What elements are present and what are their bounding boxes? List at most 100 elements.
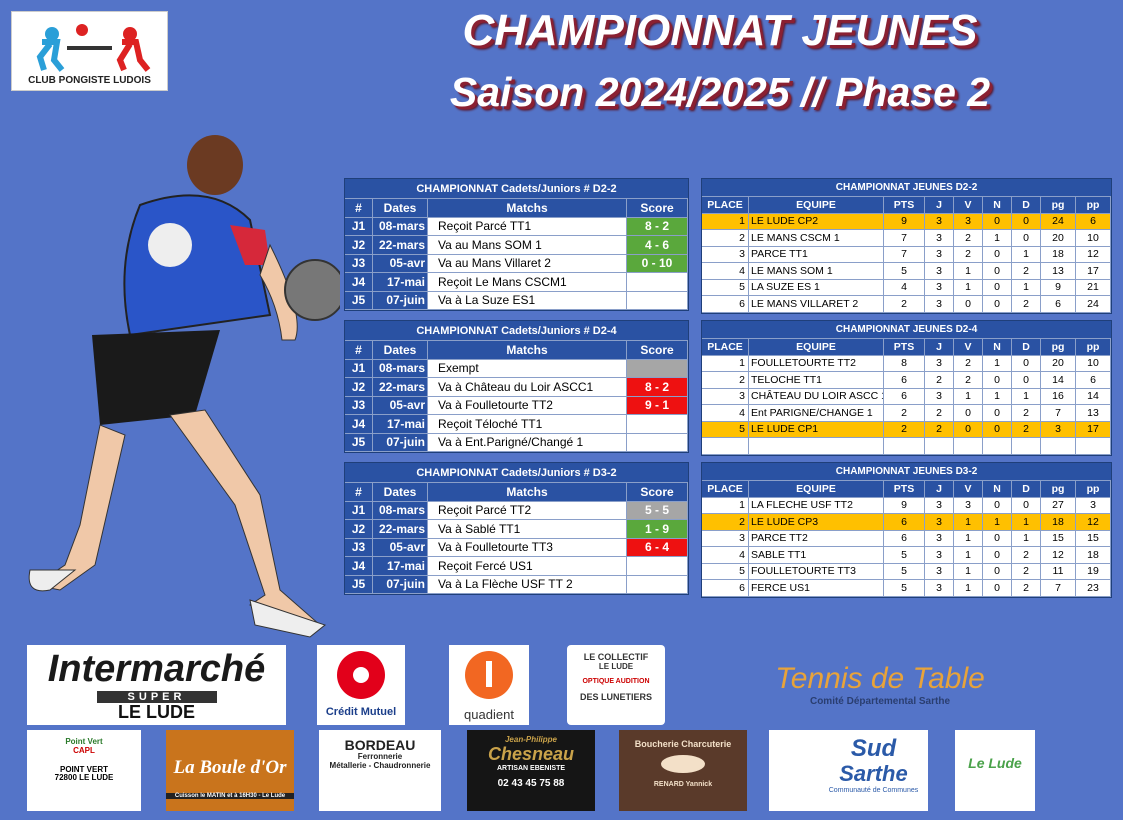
- sponsor-chesneau: Jean-Philippe Chesneau ARTISAN EBENISTE …: [467, 730, 595, 811]
- stat-cell: 1: [954, 547, 983, 564]
- stat-cell: 5: [702, 279, 749, 296]
- standing-row: 2 LE LUDE CP3 6 3 1 1 1 18 12: [702, 514, 1111, 531]
- stat-cell: 1: [702, 355, 749, 372]
- team-cell: LE MANS VILLARET 2: [749, 296, 884, 313]
- stat-cell: 6: [1041, 296, 1076, 313]
- stat-cell: 4: [884, 279, 925, 296]
- sponsor-text: BORDEAU: [344, 737, 416, 753]
- sponsor-text: POINT VERT: [59, 764, 108, 774]
- score-cell: [627, 433, 688, 452]
- match-row: J1 08-mars Reçoit Parcé TT1 8 - 2: [345, 217, 688, 236]
- stat-cell: 14: [1041, 372, 1076, 389]
- table-title: CHAMPIONNAT Cadets/Juniors # D3-2: [345, 463, 688, 483]
- score-cell: [627, 415, 688, 434]
- sponsor-text: Boucherie Charcuterie: [634, 739, 732, 749]
- score-cell: [627, 291, 688, 310]
- stat-cell: 16: [1041, 388, 1076, 405]
- stat-cell: 18: [1041, 514, 1076, 531]
- sponsor-le-lude: Le Lude: [955, 730, 1035, 811]
- column-header: Matchs: [428, 341, 627, 360]
- standing-row: 3 CHÂTEAU DU LOIR ASCC 1 6 3 1 1 1 16 14: [702, 388, 1111, 405]
- match-cell: Va au Mans Villaret 2: [428, 254, 627, 273]
- table-title: CHAMPIONNAT JEUNES D2-4: [702, 321, 1111, 339]
- day-cell: J3: [345, 396, 373, 415]
- empty-cell: [1012, 438, 1041, 455]
- stat-cell: 2: [884, 296, 925, 313]
- stat-cell: 0: [983, 263, 1012, 280]
- match-row: J2 22-mars Va à Château du Loir ASCC1 8 - 2: [345, 378, 688, 397]
- match-row: J3 05-avr Va à Foulletourte TT2 9 - 1: [345, 396, 688, 415]
- stat-cell: 0: [983, 296, 1012, 313]
- stat-cell: 0: [1012, 355, 1041, 372]
- logo-art: [36, 24, 151, 72]
- stat-cell: 0: [954, 405, 983, 422]
- team-cell: LA SUZE ES 1: [749, 279, 884, 296]
- stat-cell: 3: [925, 580, 954, 597]
- stat-cell: 18: [1041, 246, 1076, 263]
- stat-cell: 4: [702, 547, 749, 564]
- date-cell: 17-mai: [373, 415, 428, 434]
- column-header: J: [925, 339, 954, 356]
- title: CHAMPIONNAT JEUNES: [462, 6, 978, 55]
- stat-cell: 0: [954, 296, 983, 313]
- sponsor-sud-sarthe: Sud Sarthe Communauté de Communes: [769, 730, 928, 811]
- stat-cell: 12: [1041, 547, 1076, 564]
- team-cell: LE LUDE CP1: [749, 421, 884, 438]
- standing-row: 5 LE LUDE CP1 2 2 0 0 2 3 17: [702, 421, 1111, 438]
- sponsor-boule: La Boule d'Or Cuisson le MATIN et à 16H3…: [166, 730, 294, 811]
- stat-cell: 2: [702, 230, 749, 247]
- date-cell: 08-mars: [373, 501, 428, 520]
- table-title: CHAMPIONNAT JEUNES D3-2: [702, 463, 1111, 481]
- date-cell: 07-juin: [373, 291, 428, 310]
- stat-cell: 1: [983, 355, 1012, 372]
- column-header: pp: [1076, 197, 1111, 214]
- column-header: N: [983, 197, 1012, 214]
- match-row: J4 17-mai Reçoit Le Mans CSCM1: [345, 273, 688, 292]
- player-illustration: [28, 135, 340, 638]
- stat-cell: 3: [925, 530, 954, 547]
- empty-row: [702, 438, 1111, 455]
- stat-cell: 1: [954, 530, 983, 547]
- match-cell: Va à Foulletourte TT2: [428, 396, 627, 415]
- match-row: J3 05-avr Va à Foulletourte TT3 6 - 4: [345, 538, 688, 557]
- stat-cell: 1: [954, 580, 983, 597]
- standing-row: 5 LA SUZE ES 1 4 3 1 0 1 9 21: [702, 279, 1111, 296]
- standing-row: 1 LA FLECHE USF TT2 9 3 3 0 0 27 3: [702, 497, 1111, 514]
- match-cell: Reçoit Téloché TT1: [428, 415, 627, 434]
- standing-row: 2 LE MANS CSCM 1 7 3 2 1 0 20 10: [702, 230, 1111, 247]
- header-row: # Dates Matchs Score: [345, 341, 688, 360]
- column-header: Matchs: [428, 483, 627, 502]
- column-header: J: [925, 197, 954, 214]
- column-header: Score: [627, 199, 688, 218]
- sponsor-text: Ferronnerie: [357, 752, 403, 762]
- stat-cell: 0: [983, 421, 1012, 438]
- date-cell: 17-mai: [373, 273, 428, 292]
- stat-cell: 6: [702, 580, 749, 597]
- team-cell: PARCE TT2: [749, 530, 884, 547]
- stat-cell: 2: [925, 421, 954, 438]
- stat-cell: 1: [954, 514, 983, 531]
- column-header: Score: [627, 483, 688, 502]
- match-row: J4 17-mai Reçoit Fercé US1: [345, 557, 688, 576]
- stat-cell: 1: [702, 213, 749, 230]
- date-cell: 05-avr: [373, 396, 428, 415]
- stat-cell: 20: [1041, 230, 1076, 247]
- stat-cell: 2: [954, 246, 983, 263]
- match-cell: Va à Ent.Parigné/Changé 1: [428, 433, 627, 452]
- stat-cell: 3: [702, 246, 749, 263]
- match-cell: Va à La Flèche USF TT 2: [428, 575, 627, 594]
- standing-row: 3 PARCE TT2 6 3 1 0 1 15 15: [702, 530, 1111, 547]
- column-header: Dates: [373, 199, 428, 218]
- column-header: N: [983, 481, 1012, 498]
- sponsor-boucherie: Boucherie Charcuterie RENARD Yannick: [619, 730, 747, 811]
- date-cell: 05-avr: [373, 254, 428, 273]
- standing-row: 3 PARCE TT1 7 3 2 0 1 18 12: [702, 246, 1111, 263]
- stat-cell: 0: [1012, 372, 1041, 389]
- column-header: pg: [1041, 197, 1076, 214]
- score-cell: 9 - 1: [627, 396, 688, 415]
- stat-cell: 0: [983, 530, 1012, 547]
- sponsor-text: DES LUNETIERS: [579, 692, 652, 703]
- stat-cell: 12: [1076, 246, 1111, 263]
- stat-cell: 1: [1012, 246, 1041, 263]
